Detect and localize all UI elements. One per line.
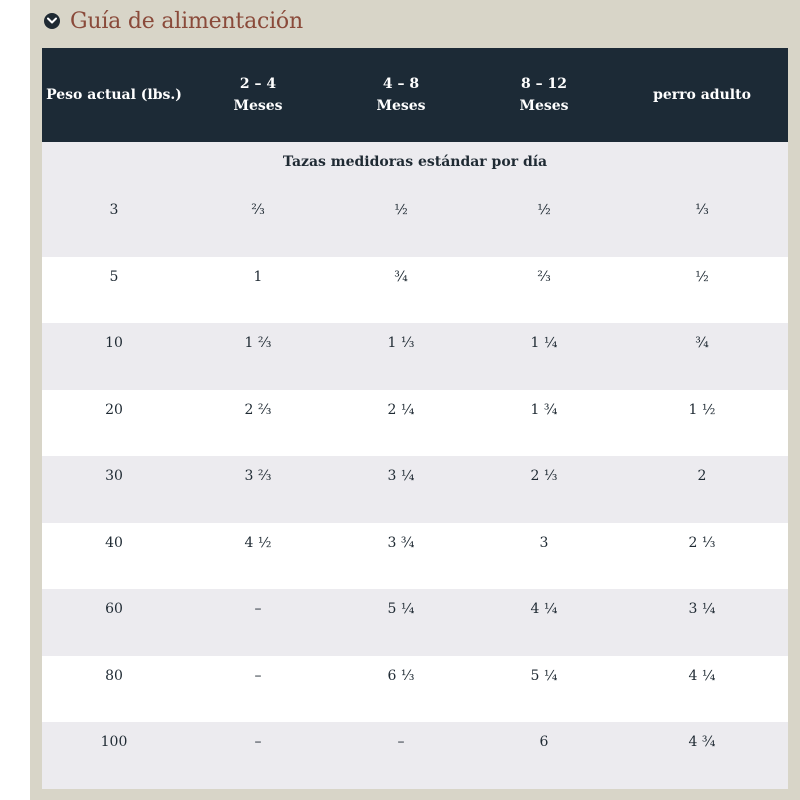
table-cell: 2 ⅔ <box>186 389 330 456</box>
table-header-row: Peso actual (lbs.) 2 – 4 Meses 4 – 8 Mes… <box>42 48 788 142</box>
table-cell: 4 ¼ <box>616 655 788 722</box>
table-cell: 6 <box>472 722 616 789</box>
header-weight: Peso actual (lbs.) <box>42 48 186 142</box>
table-cell: 2 ¼ <box>330 389 472 456</box>
table-cell: ¾ <box>616 323 788 390</box>
table-cell: ½ <box>472 190 616 257</box>
table-caption-row: Tazas medidoras estándar por día <box>42 142 788 190</box>
section-title: Guía de alimentación <box>70 8 303 34</box>
header-weight-label: Peso actual (lbs.) <box>46 87 182 103</box>
header-2-4-range: 2 – 4 <box>239 76 277 92</box>
table-cell: 1 ¾ <box>472 389 616 456</box>
table-cell: 2 <box>616 456 788 523</box>
header-4-8-months: 4 – 8 Meses <box>330 48 472 142</box>
feeding-table-container: Tazas medidoras estándar por día Peso ac… <box>42 48 788 789</box>
table-cell: 3 ¾ <box>330 522 472 589</box>
table-cell: 6 ⅓ <box>330 655 472 722</box>
table-cell: 3 ¼ <box>330 456 472 523</box>
table-cell: 100 <box>42 722 186 789</box>
table-cell: 80 <box>42 655 186 722</box>
header-8-12-unit: Meses <box>519 98 569 114</box>
header-adult-dog: perro adulto <box>616 48 788 142</box>
table-cell: 1 ⅓ <box>330 323 472 390</box>
header-2-4-months: 2 – 4 Meses <box>186 48 330 142</box>
table-cell: 30 <box>42 456 186 523</box>
table-cell: 20 <box>42 389 186 456</box>
table-cell: 1 ⅔ <box>186 323 330 390</box>
table-cell: 5 <box>42 256 186 323</box>
table-cell: 4 ¾ <box>616 722 788 789</box>
table-caption: Tazas medidoras estándar por día <box>42 142 788 190</box>
table-cell: 4 ½ <box>186 522 330 589</box>
table-cell: 1 ¼ <box>472 323 616 390</box>
table-cell: 4 ¼ <box>472 589 616 656</box>
table-cell: 2 ⅓ <box>616 522 788 589</box>
table-row: 100– –6 4 ¾ <box>42 722 788 789</box>
table-cell: 3 ¼ <box>616 589 788 656</box>
table-cell: – <box>186 589 330 656</box>
table-cell: 1 <box>186 256 330 323</box>
table-cell: 60 <box>42 589 186 656</box>
table-cell: ¾ <box>330 256 472 323</box>
table-cell: 5 ¼ <box>472 655 616 722</box>
table-cell: 3 <box>42 190 186 257</box>
feeding-guide-toggle[interactable]: Guía de alimentación <box>44 4 303 38</box>
table-cell: 5 ¼ <box>330 589 472 656</box>
table-cell: 3 <box>472 522 616 589</box>
header-adult-dog-label: perro adulto <box>653 87 751 103</box>
header-8-12-range: 8 – 12 <box>521 76 567 92</box>
table-cell: ⅔ <box>186 190 330 257</box>
feeding-guide-panel: Guía de alimentación Tazas medidoras est… <box>30 0 800 800</box>
table-cell: ⅓ <box>616 190 788 257</box>
table-cell: – <box>330 722 472 789</box>
table-cell: – <box>186 655 330 722</box>
table-cell: 40 <box>42 522 186 589</box>
feeding-table: Tazas medidoras estándar por día Peso ac… <box>42 48 788 789</box>
header-4-8-unit: Meses <box>376 98 426 114</box>
header-2-4-unit: Meses <box>233 98 283 114</box>
chevron-down-circle-icon[interactable] <box>44 13 60 29</box>
table-cell: 3 ⅔ <box>186 456 330 523</box>
table-cell: ½ <box>616 256 788 323</box>
table-cell: ⅔ <box>472 256 616 323</box>
table-cell: – <box>186 722 330 789</box>
table-cell: ½ <box>330 190 472 257</box>
header-8-12-months: 8 – 12 Meses <box>472 48 616 142</box>
table-cell: 1 ½ <box>616 389 788 456</box>
header-4-8-range: 4 – 8 <box>382 76 420 92</box>
table-cell: 2 ⅓ <box>472 456 616 523</box>
table-cell: 10 <box>42 323 186 390</box>
